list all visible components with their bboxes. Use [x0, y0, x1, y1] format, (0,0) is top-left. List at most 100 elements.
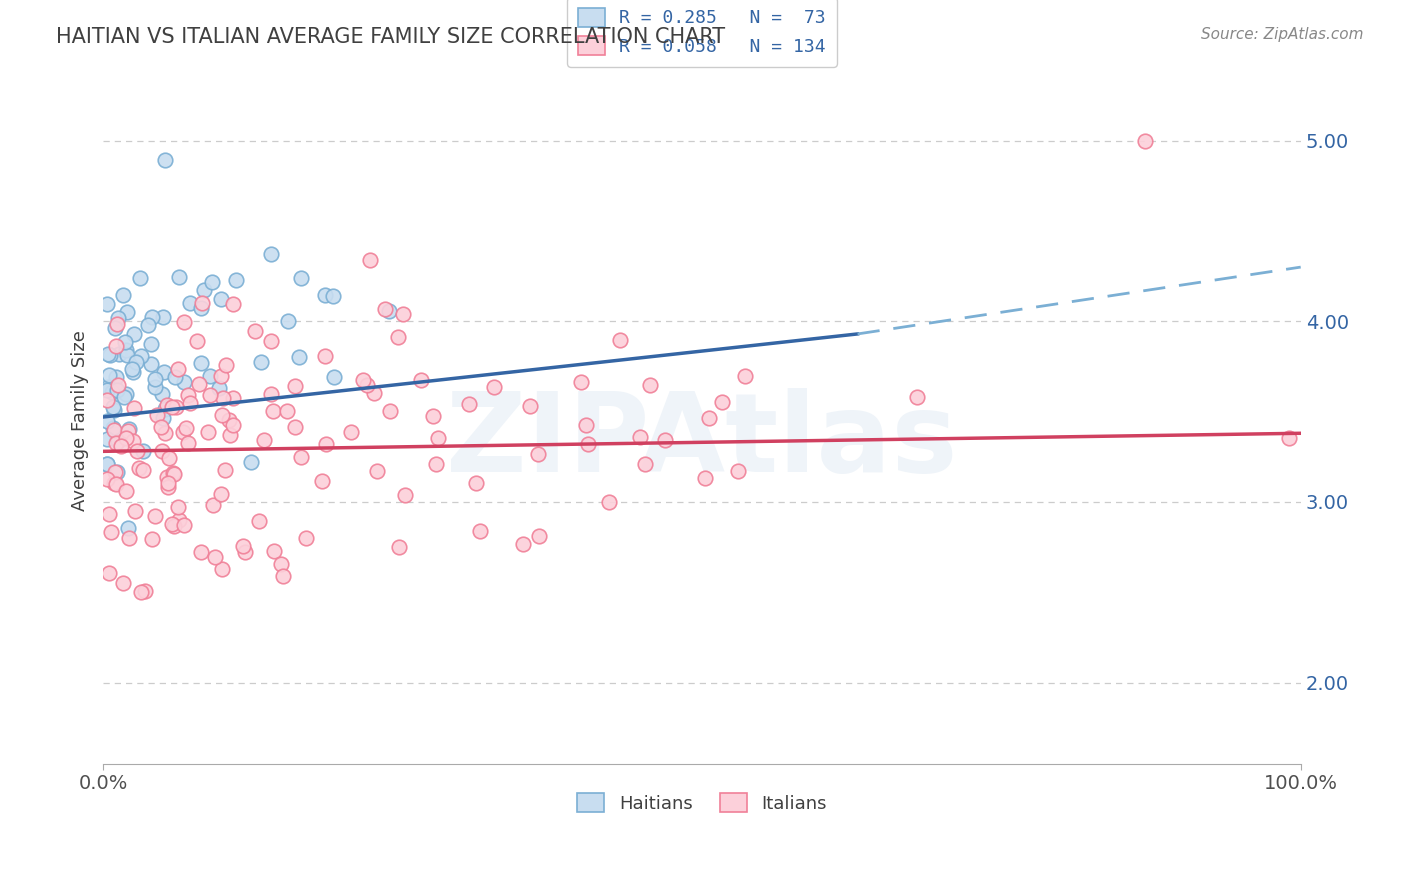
Point: [654, 434, 676, 448]
Point: [122, 365, 145, 379]
Point: [578, 437, 600, 451]
Point: [149, 420, 172, 434]
Point: [260, 387, 283, 401]
Point: [211, 562, 233, 576]
Point: [155, 153, 177, 168]
Point: [527, 529, 550, 543]
Point: [152, 365, 174, 379]
Point: [457, 397, 479, 411]
Point: [197, 425, 219, 439]
Point: [105, 435, 128, 450]
Point: [374, 301, 396, 316]
Point: [179, 295, 201, 310]
Point: [394, 488, 416, 502]
Point: [366, 464, 388, 478]
Point: [96, 414, 118, 428]
Point: [1278, 431, 1301, 445]
Point: [100, 384, 122, 399]
Point: [139, 357, 162, 371]
Point: [163, 369, 186, 384]
Point: [198, 369, 221, 384]
Point: [105, 383, 128, 397]
Point: [311, 474, 333, 488]
Point: [98, 348, 121, 362]
Point: [163, 467, 186, 482]
Point: [107, 311, 129, 326]
Point: [232, 539, 254, 553]
Point: [104, 477, 127, 491]
Point: [96, 457, 118, 471]
Point: [111, 576, 134, 591]
Point: [103, 378, 125, 392]
Point: [468, 524, 491, 539]
Point: [212, 391, 235, 405]
Point: [190, 301, 212, 315]
Point: [115, 305, 138, 319]
Point: [108, 347, 131, 361]
Point: [214, 463, 236, 477]
Point: [112, 390, 135, 404]
Point: [166, 361, 188, 376]
Point: [638, 378, 661, 392]
Point: [124, 503, 146, 517]
Point: [218, 413, 240, 427]
Point: [422, 409, 444, 424]
Point: [105, 427, 128, 442]
Point: [160, 517, 183, 532]
Point: [177, 388, 200, 402]
Point: [129, 585, 152, 599]
Point: [156, 480, 179, 494]
Point: [162, 466, 184, 480]
Point: [107, 378, 129, 392]
Point: [115, 431, 138, 445]
Point: [526, 447, 548, 461]
Point: [409, 373, 432, 387]
Point: [96, 432, 118, 446]
Point: [150, 443, 173, 458]
Point: [315, 436, 337, 450]
Point: [114, 335, 136, 350]
Point: [132, 444, 155, 458]
Point: [215, 358, 238, 372]
Point: [152, 411, 174, 425]
Point: [465, 475, 488, 490]
Point: [143, 509, 166, 524]
Point: [290, 270, 312, 285]
Point: [245, 324, 267, 338]
Point: [152, 310, 174, 324]
Point: [143, 380, 166, 394]
Point: [263, 544, 285, 558]
Point: [598, 495, 620, 509]
Point: [114, 484, 136, 499]
Point: [388, 540, 411, 554]
Point: [141, 310, 163, 324]
Point: [727, 464, 749, 478]
Point: [104, 466, 127, 480]
Point: [101, 421, 124, 435]
Y-axis label: Average Family Size: Average Family Size: [72, 330, 89, 511]
Point: [143, 372, 166, 386]
Point: [387, 330, 409, 344]
Point: [173, 375, 195, 389]
Point: [290, 450, 312, 465]
Point: [111, 288, 134, 302]
Point: [392, 307, 415, 321]
Point: [121, 361, 143, 376]
Point: [124, 401, 146, 415]
Point: [262, 403, 284, 417]
Point: [107, 434, 129, 448]
Point: [105, 317, 128, 331]
Point: [314, 288, 336, 302]
Point: [98, 368, 121, 383]
Point: [117, 424, 139, 438]
Point: [201, 275, 224, 289]
Point: [103, 475, 125, 490]
Point: [482, 380, 505, 394]
Point: [202, 498, 225, 512]
Point: [277, 314, 299, 328]
Point: [222, 391, 245, 405]
Point: [104, 339, 127, 353]
Point: [204, 549, 226, 564]
Point: [129, 271, 152, 285]
Point: [294, 531, 316, 545]
